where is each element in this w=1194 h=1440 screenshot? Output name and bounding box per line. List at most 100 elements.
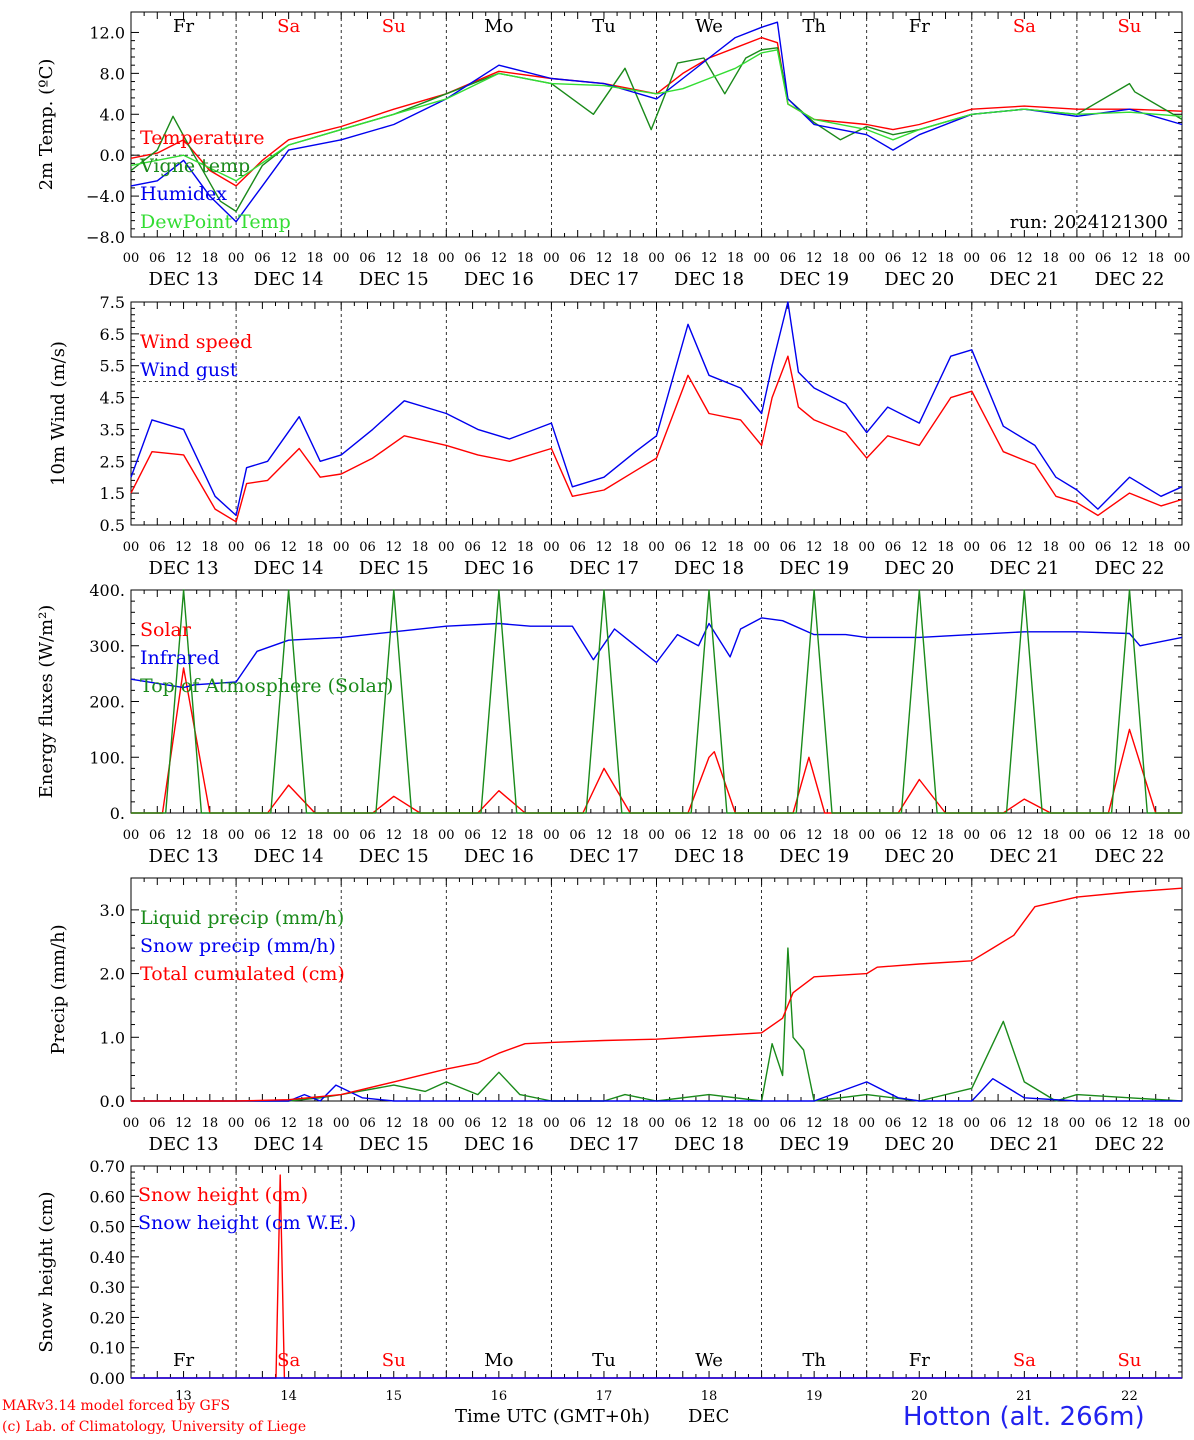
date-label: DEC 16 [464,1134,534,1155]
weekday-label: Fr [909,1350,930,1371]
series-line-dewpoint-temp [130,49,1183,182]
date-label: DEC 21 [989,1134,1059,1155]
legend-entry: Wind gust [140,359,238,381]
hour-tick-label: 18 [1042,251,1059,266]
y-tick-label: 2.5 [100,452,125,471]
hour-tick-label: 12 [175,828,192,843]
y-tick-label: 4.0 [100,105,125,124]
legend-entry: Humidex [140,183,227,205]
hour-tick-label: 12 [806,251,823,266]
hour-tick-label: 12 [596,540,613,555]
hour-tick-label: 12 [1016,828,1033,843]
hour-tick-label: 12 [911,251,928,266]
day-number-label: 19 [806,1389,823,1404]
legend-entry: DewPoint Temp [140,211,291,233]
y-tick-label: 0.60 [89,1187,125,1206]
x-axis-label: Time UTC (GMT+0h) [455,1406,650,1427]
y-axis-label: 10m Wind (m/s) [48,341,69,486]
y-tick-label: 0.20 [89,1308,125,1327]
hour-tick-label: 00 [123,828,140,843]
hour-tick-label: 06 [569,828,586,843]
x-axis-month: DEC [688,1406,730,1427]
hour-tick-label: 00 [1069,251,1086,266]
hour-tick-label: 06 [990,828,1007,843]
hour-tick-label: 12 [1121,540,1138,555]
hour-tick-label: 12 [806,1116,823,1131]
hour-tick-label: 06 [359,828,376,843]
hour-tick-label: 00 [123,251,140,266]
hour-tick-label: 00 [1174,828,1191,843]
hour-tick-label: 06 [780,1116,797,1131]
hour-tick-label: 00 [858,828,875,843]
hour-tick-label: 12 [596,1116,613,1131]
y-tick-label: 0.00 [89,1369,125,1388]
date-label: DEC 20 [884,558,954,579]
weekday-label: We [695,1350,723,1371]
hour-tick-label: 12 [1121,828,1138,843]
hour-tick-label: 12 [491,828,508,843]
y-tick-label: 8.0 [100,64,125,83]
plot-frame [130,301,1183,526]
day-number-label: 16 [491,1389,508,1404]
hour-tick-label: 18 [1042,1116,1059,1131]
hour-tick-label: 06 [990,540,1007,555]
hour-tick-label: 06 [149,540,166,555]
hour-tick-label: 00 [123,540,140,555]
y-tick-label: 3.5 [100,420,125,439]
hour-tick-label: 00 [1174,251,1191,266]
hour-tick-label: 12 [701,1116,718,1131]
hour-tick-label: 00 [543,540,560,555]
hour-tick-label: 00 [648,540,665,555]
y-tick-label: 0. [110,804,125,823]
hour-tick-label: 00 [753,1116,770,1131]
hour-tick-label: 18 [832,828,849,843]
hour-tick-label: 18 [937,251,954,266]
y-tick-label: 3.0 [100,901,125,920]
date-label: DEC 14 [254,558,324,579]
weekday-label: We [695,16,723,37]
hour-tick-label: 18 [727,1116,744,1131]
legend-entry: Liquid precip (mm/h) [140,907,344,929]
date-label: DEC 19 [779,269,849,290]
hour-tick-label: 12 [175,540,192,555]
date-label: DEC 19 [779,1134,849,1155]
hour-tick-label: 18 [832,251,849,266]
weekday-label: Fr [909,16,930,37]
y-tick-label: 1.0 [100,1028,125,1047]
hour-tick-label: 00 [858,1116,875,1131]
hour-tick-label: 00 [228,1116,245,1131]
hour-tick-label: 00 [333,1116,350,1131]
weekday-label: Fr [173,1350,194,1371]
legend-entry: Total cumulated (cm) [140,963,345,985]
date-label: DEC 14 [254,1134,324,1155]
hour-tick-label: 18 [1147,828,1164,843]
hour-tick-label: 00 [964,1116,981,1131]
hour-tick-label: 12 [491,251,508,266]
date-label: DEC 14 [254,846,324,867]
hour-tick-label: 06 [254,540,271,555]
hour-tick-label: 06 [780,540,797,555]
day-number-label: 15 [385,1389,402,1404]
hour-tick-label: 12 [911,828,928,843]
y-tick-label: 4.5 [100,389,125,408]
hour-tick-label: 12 [280,1116,297,1131]
series-line-top-of-atmosphere-solar [131,589,1182,814]
hour-tick-label: 12 [1121,1116,1138,1131]
weekday-label: Su [382,16,406,37]
panel-5: 0.00 0.10 0.20 0.30 0.40 0.50 0.60 0.70 Snow hei… [36,1157,1183,1388]
hour-tick-label: 12 [175,251,192,266]
series-line-wind-speed [130,355,1183,523]
hour-tick-label: 18 [202,828,219,843]
hour-tick-label: 00 [438,828,455,843]
day-number-label: 14 [280,1389,297,1404]
hour-tick-label: 18 [517,828,534,843]
date-label: DEC 17 [569,1134,639,1155]
hour-tick-label: 12 [806,540,823,555]
y-tick-label: 0.30 [89,1278,125,1297]
hour-tick-label: 00 [1174,1116,1191,1131]
y-tick-label: 0.10 [89,1339,125,1358]
hour-tick-label: 18 [307,251,324,266]
series-line-snow-precip-mm-h [131,1077,1182,1102]
hour-tick-label: 00 [543,828,560,843]
